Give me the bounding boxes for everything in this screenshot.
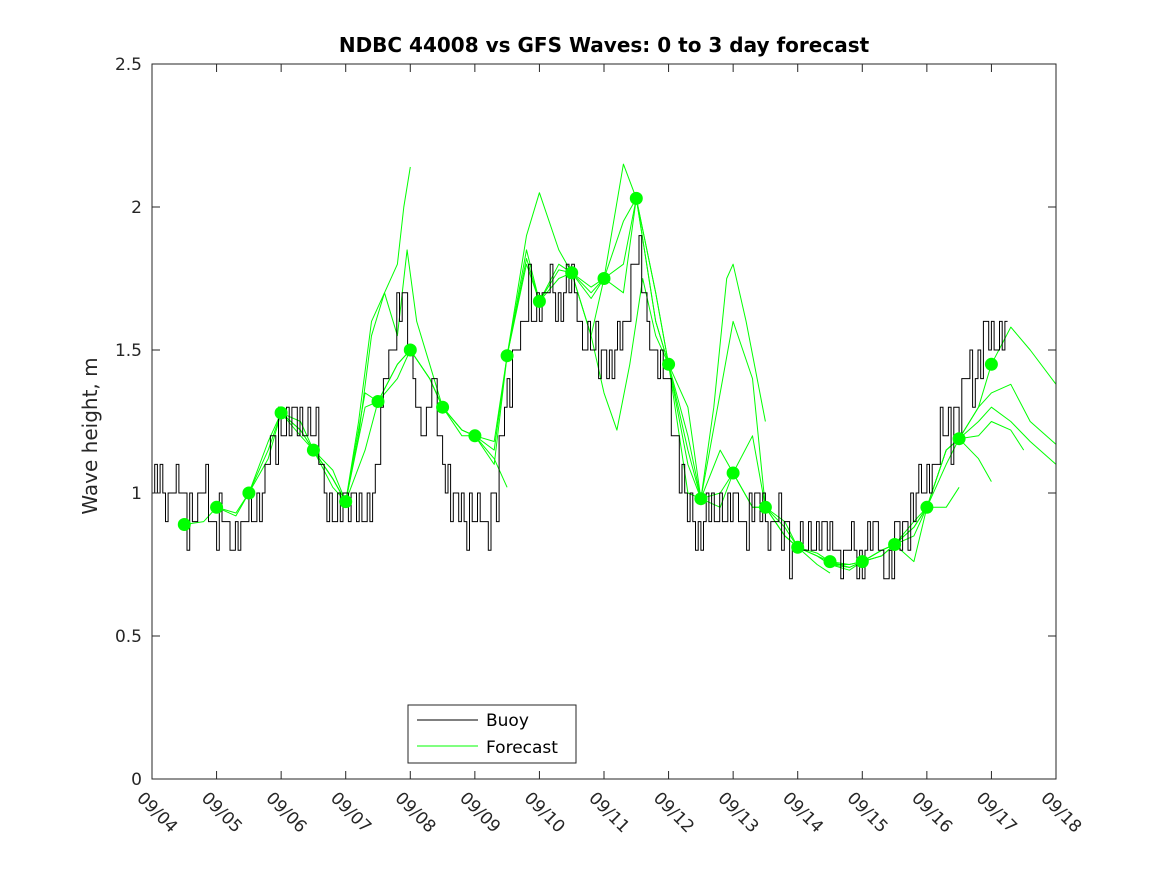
y-tick-label: 2.5 — [115, 55, 142, 75]
forecast-line-13 — [603, 197, 766, 500]
forecast-marker-18 — [758, 500, 772, 514]
forecast-marker-10 — [500, 349, 514, 363]
legend-box — [407, 704, 577, 764]
forecast-line-9 — [474, 198, 637, 451]
forecast-marker-25 — [984, 357, 998, 371]
forecast-marker-8 — [436, 400, 450, 414]
forecast-marker-9 — [468, 429, 482, 443]
y-tick-label: 1.5 — [115, 341, 142, 361]
plot-area — [152, 64, 1056, 779]
chart-title: NDBC 44008 vs GFS Waves: 0 to 3 day fore… — [339, 33, 870, 57]
forecast-marker-12 — [565, 266, 579, 280]
forecast-line-24 — [958, 326, 1057, 439]
forecast-line-15 — [668, 364, 831, 574]
legend-forecast-label: Forecast — [486, 738, 558, 758]
forecast-marker-23 — [920, 500, 934, 514]
forecast-marker-11 — [532, 294, 546, 308]
forecast-marker-24 — [952, 432, 966, 446]
forecast-marker-5 — [339, 495, 353, 509]
buoy-line — [152, 235, 1008, 580]
forecast-marker-4 — [306, 443, 320, 457]
forecast-marker-21 — [855, 555, 869, 569]
marker-layer — [177, 191, 998, 569]
forecast-marker-19 — [791, 540, 805, 554]
forecast-marker-17 — [726, 466, 740, 480]
forecast-marker-13 — [597, 272, 611, 285]
forecast-marker-22 — [888, 538, 902, 551]
forecast-marker-15 — [662, 357, 676, 371]
forecast-line-22 — [894, 406, 1057, 545]
forecast-marker-14 — [629, 191, 643, 205]
forecast-line-23 — [926, 383, 1057, 508]
forecast-marker-1 — [210, 500, 224, 514]
legend: Buoy Forecast — [407, 704, 577, 764]
y-tick-label: 1 — [131, 484, 142, 504]
forecast-line-14 — [635, 198, 799, 548]
forecast-marker-0 — [177, 518, 191, 531]
y-axis-label: Wave height, m — [78, 357, 102, 514]
legend-buoy-label: Buoy — [486, 711, 529, 731]
forecast-marker-3 — [274, 406, 288, 420]
forecast-line-4 — [313, 166, 411, 503]
forecast-marker-6 — [371, 395, 385, 408]
y-tick-label: 0.5 — [115, 627, 142, 647]
forecast-marker-16 — [694, 492, 708, 506]
forecast-marker-7 — [403, 343, 417, 357]
forecast-marker-2 — [242, 486, 256, 500]
y-tick-label: 2 — [131, 198, 142, 218]
forecast-marker-20 — [823, 555, 837, 569]
y-tick-label: 0 — [131, 770, 142, 790]
